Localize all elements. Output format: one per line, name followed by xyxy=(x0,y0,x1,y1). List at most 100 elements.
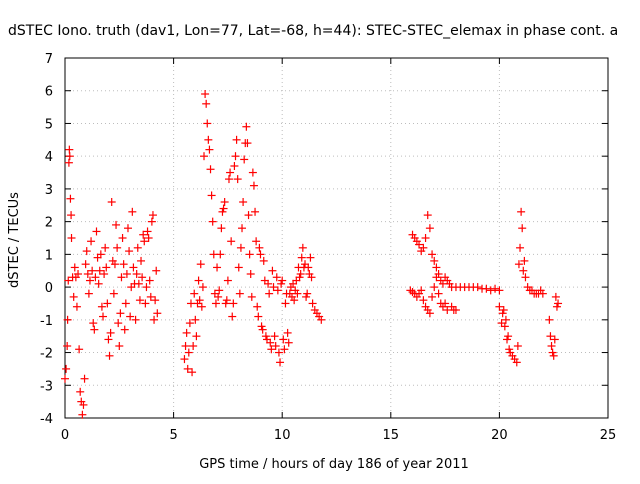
data-point xyxy=(118,234,127,242)
data-point xyxy=(141,299,150,308)
data-point xyxy=(132,270,141,278)
data-point xyxy=(196,260,205,269)
data-point xyxy=(231,152,240,161)
data-point xyxy=(229,299,238,308)
data-point xyxy=(195,296,204,305)
data-point xyxy=(266,338,275,347)
data-point xyxy=(233,175,242,184)
y-tick-label: 6 xyxy=(45,85,53,100)
data-point xyxy=(197,302,206,311)
data-point xyxy=(280,345,289,354)
data-point xyxy=(269,283,278,292)
data-point xyxy=(297,253,306,262)
data-point xyxy=(219,204,228,213)
data-point xyxy=(290,296,299,305)
data-point xyxy=(214,292,223,301)
data-points xyxy=(61,90,563,419)
data-point xyxy=(146,292,155,301)
x-axis-label: GPS time / hours of day 186 of year 2011 xyxy=(199,457,469,472)
data-point xyxy=(121,299,130,308)
data-point xyxy=(105,351,114,360)
data-point xyxy=(153,309,162,318)
data-point xyxy=(64,276,73,285)
data-point xyxy=(207,191,216,200)
data-point xyxy=(91,273,100,282)
data-point xyxy=(516,243,525,252)
x-tick-label: 15 xyxy=(383,428,400,443)
data-point xyxy=(152,266,161,275)
data-point xyxy=(521,273,530,282)
data-point xyxy=(249,181,258,190)
data-point xyxy=(126,312,135,321)
x-tick-label: 0 xyxy=(61,428,69,443)
data-point xyxy=(281,299,290,308)
data-point xyxy=(76,387,85,396)
data-point xyxy=(221,299,230,308)
data-point xyxy=(303,289,312,298)
data-point xyxy=(451,306,460,314)
y-tick-label: 0 xyxy=(45,281,53,296)
data-point xyxy=(273,286,282,295)
data-point xyxy=(109,289,118,298)
data-point xyxy=(97,302,106,311)
data-point xyxy=(99,312,108,321)
data-point xyxy=(205,145,214,154)
data-point xyxy=(228,312,237,321)
data-point xyxy=(423,211,432,220)
data-point xyxy=(473,283,482,292)
data-point xyxy=(202,99,211,108)
data-point xyxy=(317,315,326,324)
data-point xyxy=(147,217,156,226)
y-tick-label: -4 xyxy=(40,412,53,427)
data-point xyxy=(100,270,109,278)
data-point xyxy=(240,155,249,164)
data-point xyxy=(549,351,558,360)
data-point xyxy=(230,162,239,170)
data-point xyxy=(180,355,189,364)
data-point xyxy=(441,299,450,308)
data-point xyxy=(116,309,125,318)
data-point xyxy=(84,289,93,298)
data-point xyxy=(90,325,99,334)
y-axis-label: dSTEC / TECUs xyxy=(7,192,22,288)
data-point xyxy=(268,266,277,275)
data-point xyxy=(69,292,78,301)
data-point xyxy=(248,168,257,177)
data-point xyxy=(218,207,227,216)
data-point xyxy=(61,374,69,383)
data-point xyxy=(430,283,439,292)
data-point xyxy=(85,276,94,285)
data-point xyxy=(257,322,266,331)
data-point xyxy=(272,273,281,282)
data-point xyxy=(517,207,526,216)
data-point xyxy=(308,299,317,308)
data-point xyxy=(151,296,160,305)
data-point xyxy=(115,342,124,350)
data-point xyxy=(125,247,134,256)
data-point xyxy=(138,273,147,282)
data-point xyxy=(254,312,263,321)
data-point xyxy=(103,299,112,308)
data-point xyxy=(265,289,274,298)
data-point xyxy=(137,256,146,265)
data-point xyxy=(183,364,192,373)
data-point xyxy=(545,315,554,324)
data-point xyxy=(421,234,430,242)
data-point xyxy=(500,322,509,331)
data-point xyxy=(482,284,491,293)
data-point xyxy=(235,289,244,298)
data-point xyxy=(432,263,441,272)
data-point xyxy=(74,270,83,278)
data-point xyxy=(547,342,556,350)
data-point xyxy=(408,288,417,296)
y-tick-label: 2 xyxy=(45,216,53,231)
data-point xyxy=(67,211,76,220)
data-point xyxy=(96,250,105,259)
data-point xyxy=(428,250,437,259)
data-point xyxy=(278,276,287,285)
data-point xyxy=(89,319,98,328)
y-tick-label: 1 xyxy=(45,248,53,263)
grid-lines xyxy=(65,58,608,418)
data-point xyxy=(65,152,74,161)
